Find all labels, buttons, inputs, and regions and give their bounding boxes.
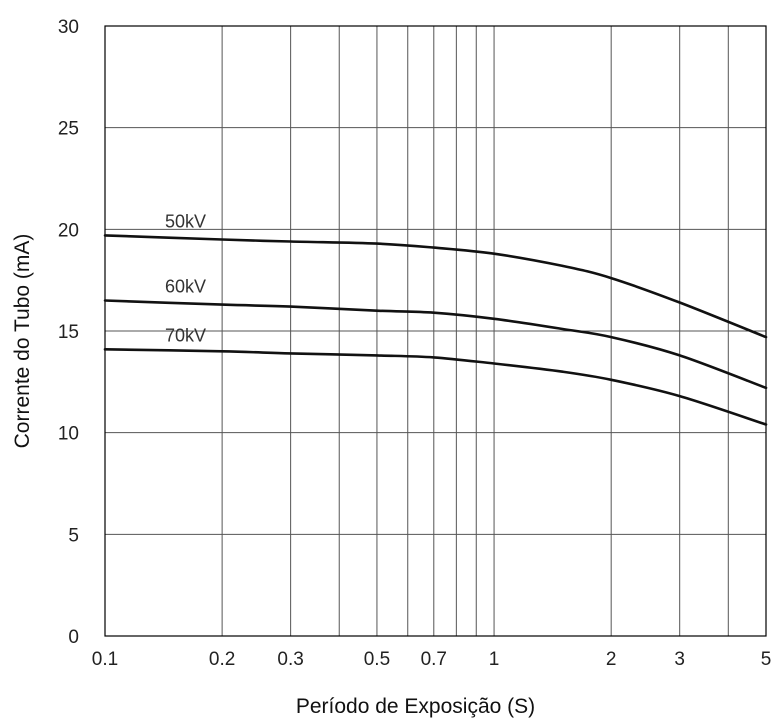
x-tick-label: 0.7 bbox=[421, 649, 447, 670]
x-tick-label: 0.1 bbox=[92, 649, 118, 670]
series-line-50kV bbox=[103, 234, 768, 339]
x-tick-label: 0.3 bbox=[277, 649, 303, 670]
y-axis-title: Corrente do Tubo (mA) bbox=[11, 234, 34, 449]
plot-frame bbox=[104, 25, 767, 637]
x-tick-label: 1 bbox=[489, 649, 500, 670]
y-tick-label: 15 bbox=[58, 322, 79, 343]
y-tick-label: 20 bbox=[58, 220, 79, 241]
series-layer: 50kV 60kV 70kV bbox=[103, 211, 768, 426]
x-axis-title: Período de Exposição (S) bbox=[296, 695, 535, 718]
y-tick-label: 30 bbox=[58, 17, 79, 38]
series-line-70kV bbox=[103, 348, 768, 426]
y-tick-label: 5 bbox=[68, 525, 79, 546]
x-tick-label: 5 bbox=[761, 649, 772, 670]
x-tick-labels: 0.1 0.2 0.3 0.5 0.7 1 2 3 5 bbox=[92, 649, 772, 670]
y-tick-labels: 0 5 10 15 20 25 30 bbox=[58, 17, 79, 648]
x-tick-label: 2 bbox=[606, 649, 617, 670]
x-tick-label: 3 bbox=[674, 649, 685, 670]
x-tick-label: 0.5 bbox=[364, 649, 390, 670]
y-tick-label: 0 bbox=[68, 627, 79, 648]
x-tick-label: 0.2 bbox=[209, 649, 235, 670]
series-label-60kV: 60kV bbox=[165, 277, 206, 297]
y-tick-label: 10 bbox=[58, 424, 79, 445]
series-label-70kV: 70kV bbox=[165, 325, 206, 345]
y-tick-label: 25 bbox=[58, 119, 79, 140]
series-line-60kV bbox=[103, 299, 768, 390]
series-label-50kV: 50kV bbox=[165, 211, 206, 231]
